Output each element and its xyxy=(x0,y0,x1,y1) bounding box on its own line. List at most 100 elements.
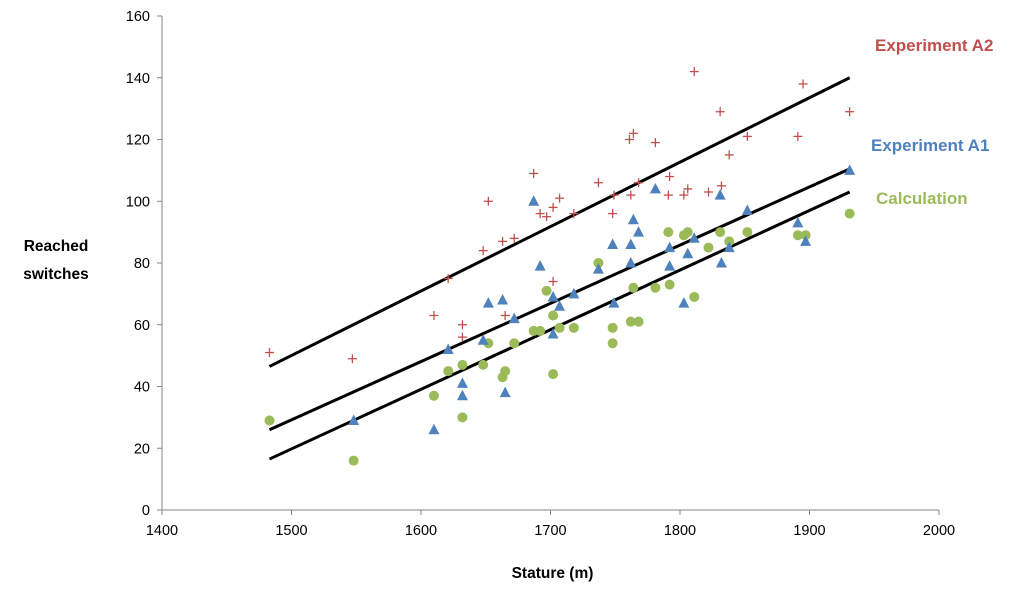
plus-marker xyxy=(845,107,855,117)
x-tick-label: 1900 xyxy=(793,523,825,539)
trend-lines xyxy=(268,76,851,461)
triangle-marker xyxy=(800,235,812,246)
plus-marker xyxy=(347,354,357,364)
y-tick-label: 140 xyxy=(126,71,150,87)
series-label: Experiment A1 xyxy=(871,136,989,155)
triangle-marker xyxy=(482,297,494,308)
x-tick-label: 1800 xyxy=(664,523,696,539)
triangle-marker xyxy=(456,389,468,401)
circle-marker xyxy=(348,455,359,466)
circle-marker xyxy=(607,338,618,349)
triangle-marker xyxy=(664,260,676,271)
triangle-marker xyxy=(627,213,639,225)
plus-marker xyxy=(609,190,619,200)
x-tick-label: 1400 xyxy=(146,523,178,539)
series-label: Calculation xyxy=(876,189,968,208)
circle-marker xyxy=(607,322,618,333)
trend-line xyxy=(268,76,851,368)
plus-marker xyxy=(483,196,493,206)
circle-marker xyxy=(443,366,454,377)
circle-marker xyxy=(478,359,489,370)
x-tick-label: 1700 xyxy=(534,523,566,539)
circle-marker xyxy=(633,316,644,327)
x-axis-title: Stature (m) xyxy=(512,565,594,582)
plus-marker xyxy=(724,150,734,160)
triangle-marker xyxy=(499,386,511,398)
circle-marker xyxy=(663,227,674,238)
plus-marker xyxy=(542,212,552,222)
plus-marker xyxy=(703,187,713,197)
y-tick-label: 160 xyxy=(126,9,150,25)
plus-marker xyxy=(634,178,644,188)
y-tick-label: 120 xyxy=(126,133,150,149)
triangle-marker xyxy=(348,414,360,425)
plus-marker xyxy=(569,209,579,219)
triangle-marker xyxy=(625,238,637,249)
plus-marker xyxy=(650,138,660,148)
plus-marker xyxy=(498,236,508,246)
triangle-marker xyxy=(568,287,580,299)
circle-marker xyxy=(742,227,753,238)
y-tick-label: 60 xyxy=(134,318,150,334)
plus-marker xyxy=(624,135,634,144)
circle-marker xyxy=(568,322,579,333)
circle-marker xyxy=(548,369,559,380)
y-tick-label: 80 xyxy=(134,256,150,272)
y-tick-label: 100 xyxy=(126,194,150,210)
triangle-marker xyxy=(678,297,690,308)
triangle-marker xyxy=(592,263,604,274)
plus-marker xyxy=(742,131,752,141)
plus-marker xyxy=(548,202,558,212)
x-tick-label: 1600 xyxy=(405,523,437,539)
circle-marker xyxy=(689,291,700,302)
circle-marker xyxy=(625,316,636,327)
circle-marker xyxy=(457,359,468,370)
triangle-marker xyxy=(497,294,509,305)
triangle-marker xyxy=(442,343,454,354)
triangle-marker xyxy=(554,300,566,311)
circle-marker xyxy=(715,227,726,238)
triangle-marker xyxy=(428,423,440,435)
plus-marker xyxy=(529,168,539,178)
plus-marker xyxy=(457,332,467,342)
triangle-marker xyxy=(607,238,619,249)
circle-marker xyxy=(509,338,520,349)
triangle-marker xyxy=(508,312,520,324)
circle-marker xyxy=(264,415,275,426)
plus-marker xyxy=(443,273,453,283)
circle-marker xyxy=(554,322,565,333)
plus-marker xyxy=(264,348,274,358)
circle-marker xyxy=(703,242,714,253)
triangle-marker xyxy=(547,290,559,302)
triangle-marker xyxy=(649,182,661,194)
triangle-marker xyxy=(477,334,489,345)
triangle-marker xyxy=(608,297,620,308)
plus-marker xyxy=(663,190,673,200)
plus-marker xyxy=(478,246,488,256)
plus-marker xyxy=(683,184,693,194)
y-tick-label: 40 xyxy=(134,380,150,396)
plus-marker xyxy=(679,190,689,200)
circle-marker xyxy=(500,366,511,377)
y-tick-label: 0 xyxy=(142,503,150,519)
plus-marker xyxy=(689,67,699,77)
triangle-marker xyxy=(792,216,804,228)
series-label: Experiment A2 xyxy=(875,36,993,55)
plus-marker xyxy=(535,209,545,219)
triangle-marker xyxy=(688,232,700,243)
plus-marker xyxy=(628,128,638,138)
circle-marker xyxy=(844,208,855,219)
plus-marker xyxy=(548,277,558,287)
plus-marker xyxy=(626,190,636,200)
circle-marker xyxy=(457,412,468,423)
x-tick-label: 2000 xyxy=(923,523,955,539)
triangle-marker xyxy=(528,195,540,206)
triangle-marker xyxy=(633,226,645,237)
plus-marker xyxy=(555,193,565,203)
triangle-marker xyxy=(547,328,559,339)
trend-line xyxy=(268,167,851,432)
plus-marker xyxy=(793,131,803,141)
plus-marker xyxy=(500,310,510,320)
circle-marker xyxy=(593,258,604,268)
chart-labels: 0 20 40 60 80 100 120 140 160 1400 1500 1600 1700 180… xyxy=(23,9,993,582)
